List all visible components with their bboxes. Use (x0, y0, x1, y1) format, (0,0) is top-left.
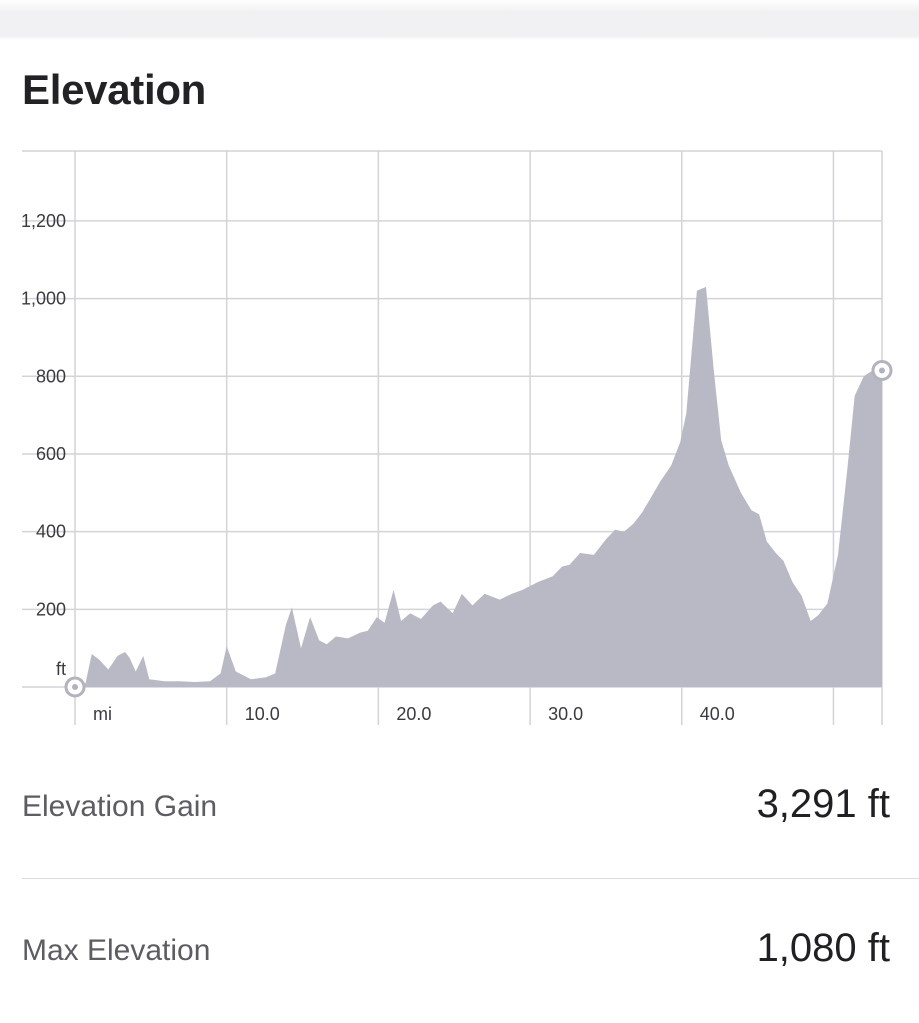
y-tick-label: 800 (36, 366, 66, 386)
y-tick-label: 1,000 (21, 289, 66, 309)
elevation-chart[interactable]: ft mi 200 400 600 800 1,000 1,200 10.0 20.0 30.0… (0, 140, 919, 740)
y-unit-label: ft (56, 659, 66, 679)
x-tick-label: 30.0 (548, 704, 583, 724)
chart-markers (64, 359, 893, 698)
tick-labels: ft mi 200 400 600 800 1,000 1,200 10.0 20.0 30.0… (21, 211, 735, 724)
y-tick-label: 600 (36, 444, 66, 464)
end-marker-dot (879, 367, 885, 374)
stat-row-max-elevation: Max Elevation 1,080 ft (22, 912, 890, 992)
start-marker-dot (72, 684, 78, 690)
stats-divider (22, 878, 919, 879)
x-tick-label: 10.0 (245, 704, 280, 724)
max-elevation-value: 1,080 ft (756, 926, 890, 970)
x-tick-label: 20.0 (396, 704, 431, 724)
x-unit-label: mi (93, 704, 112, 724)
elevation-gain-value: 3,291 ft (756, 782, 890, 826)
y-tick-label: 400 (36, 522, 66, 542)
max-elevation-label: Max Elevation (22, 934, 211, 967)
y-tick-label: 1,200 (21, 211, 66, 231)
elevation-area (75, 286, 882, 687)
y-tick-label: 200 (36, 599, 66, 619)
section-title: Elevation (22, 66, 207, 113)
stat-row-elevation-gain: Elevation Gain 3,291 ft (22, 768, 890, 848)
top-strip (0, 0, 919, 40)
chart-area-layer (75, 286, 882, 687)
x-tick-label: 40.0 (700, 704, 735, 724)
elevation-gain-label: Elevation Gain (22, 790, 218, 823)
